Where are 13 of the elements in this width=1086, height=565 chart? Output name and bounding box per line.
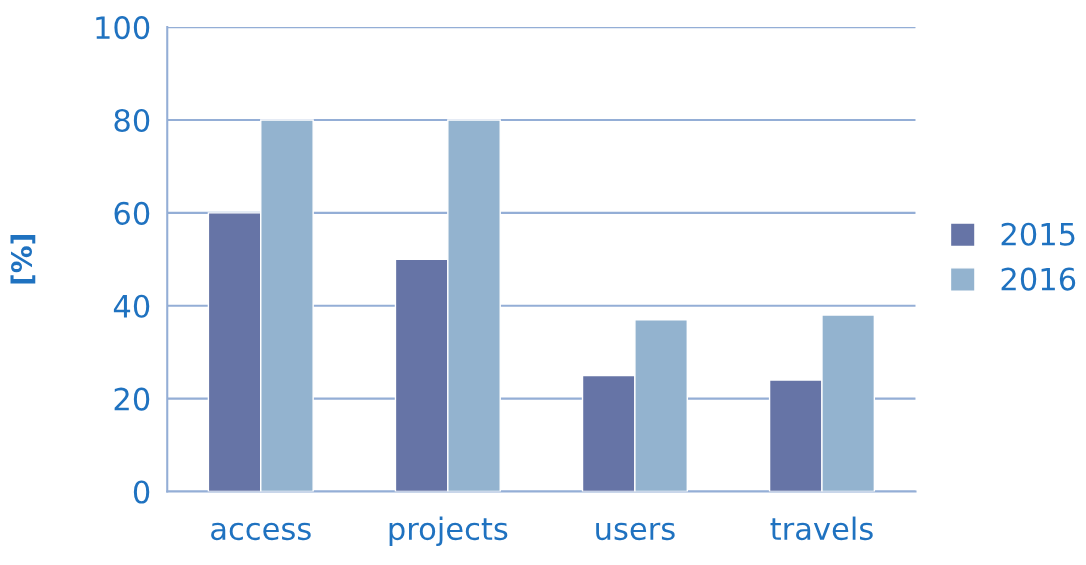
legend-label: 2015 [1001, 222, 1075, 246]
y-tick-label: 0 [133, 480, 150, 504]
y-tick-label: 100 [96, 16, 150, 40]
x-tick-label: users [596, 522, 675, 541]
x-tick-label: access [211, 522, 311, 541]
x-tick-label: travels [770, 516, 873, 541]
x-tick-label: projects [389, 516, 508, 547]
y-axis-title: [%] [10, 235, 36, 284]
y-tick-label: 40 [113, 294, 150, 318]
y-tick-label: 80 [114, 108, 150, 133]
y-tick-label: 20 [114, 387, 150, 411]
y-tick-label: 60 [114, 201, 150, 225]
legend-label: 2016 [1001, 267, 1076, 291]
